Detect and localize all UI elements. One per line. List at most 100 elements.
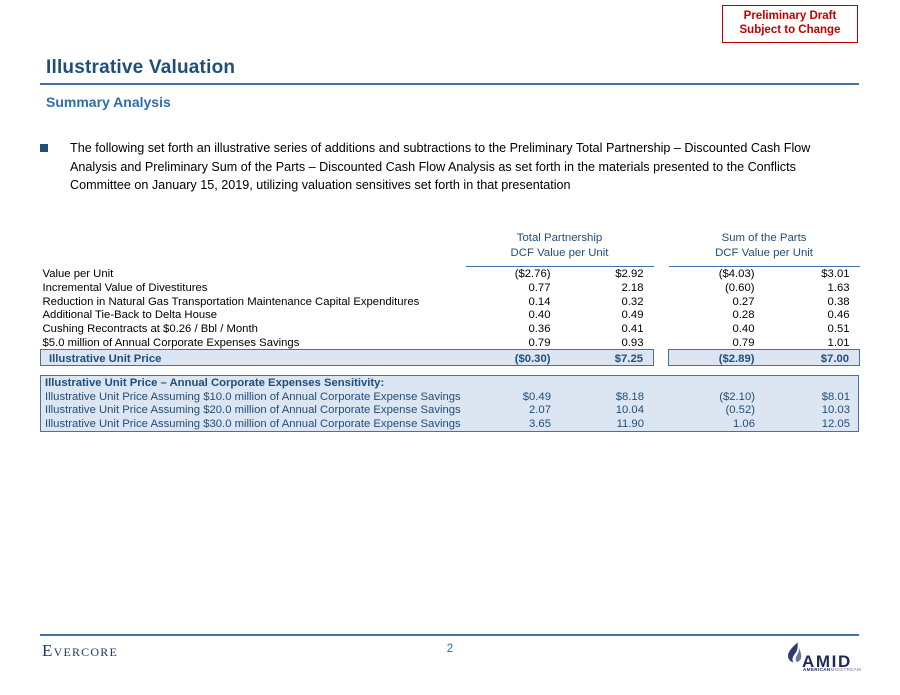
row-value: 10.03 xyxy=(821,404,850,417)
row-label: Reduction in Natural Gas Transportation … xyxy=(42,295,420,308)
total-row-label: Illustrative Unit Price xyxy=(40,348,466,366)
row-value: 10.04 xyxy=(615,404,644,417)
total-row-value: ($0.30) xyxy=(465,348,561,366)
amid-tagline-left: AMERICAN xyxy=(803,667,831,672)
total-row-value: $7.25 xyxy=(560,348,655,366)
header-gap xyxy=(654,231,669,263)
row-value: 0.27 xyxy=(732,295,755,308)
total-row-value: ($2.89) xyxy=(668,348,765,366)
group-rule-sum-of-parts xyxy=(668,262,860,267)
table-row: Additional Tie-Back to Delta House 0.40 … xyxy=(41,308,860,322)
row-value: 0.41 xyxy=(621,323,644,336)
row-gap xyxy=(654,403,669,417)
page-title: Illustrative Valuation xyxy=(46,57,236,78)
amid-tagline: AMERICANMIDSTREAM xyxy=(803,667,862,673)
row-gap xyxy=(654,308,669,322)
row-value: 0.28 xyxy=(732,309,755,322)
group-rule-total-partnership xyxy=(465,262,654,267)
row-value: 1.01 xyxy=(827,336,850,349)
sensitivity-table-container: Illustrative Unit Price – Annual Corpora… xyxy=(40,375,859,432)
preliminary-draft-stamp: Preliminary Draft Subject to Change xyxy=(722,5,858,43)
sensitivity-heading-row: Illustrative Unit Price – Annual Corpora… xyxy=(41,376,860,390)
amid-tagline-right: MIDSTREAM xyxy=(830,667,862,672)
row-value: 0.93 xyxy=(621,336,644,349)
group-header-total-partnership: Total Partnership DCF Value per Unit xyxy=(466,231,654,263)
row-value: 0.46 xyxy=(827,309,850,322)
sensitivity-row: Illustrative Unit Price Assuming $10.0 m… xyxy=(41,390,860,404)
total-row-value: $7.00 xyxy=(764,348,861,366)
group-header-rule-row xyxy=(41,262,860,267)
square-bullet-icon xyxy=(40,144,48,152)
page-number: 2 xyxy=(446,643,454,655)
row-value: 11.90 xyxy=(616,417,644,430)
row-value: 0.49 xyxy=(621,309,644,322)
table-row: Incremental Value of Divestitures 0.77 2… xyxy=(41,280,860,294)
sensitivity-row: Illustrative Unit Price Assuming $30.0 m… xyxy=(41,417,860,431)
footer-divider xyxy=(40,634,859,636)
sensitivity-heading: Illustrative Unit Price – Annual Corpora… xyxy=(45,376,385,389)
row-label: $5.0 million of Annual Corporate Expense… xyxy=(42,336,300,349)
row-value: 0.79 xyxy=(528,336,551,349)
row-gap xyxy=(654,321,669,335)
group-subtitle: DCF Value per Unit xyxy=(715,246,813,259)
row-gap xyxy=(654,294,669,308)
bullet-text: The following set forth an illustrative … xyxy=(70,141,811,192)
row-label: Additional Tie-Back to Delta House xyxy=(42,309,218,322)
row-value: ($4.03) xyxy=(718,268,755,281)
disclaimer-line-2: Subject to Change xyxy=(739,24,841,36)
row-value: 0.79 xyxy=(732,336,755,349)
table-row: Value per Unit ($2.76) $2.92 ($4.03) $3.… xyxy=(41,266,860,280)
row-value: 3.65 xyxy=(529,417,551,430)
row-value: 0.40 xyxy=(732,323,755,336)
sensitivity-table: Illustrative Unit Price – Annual Corpora… xyxy=(41,376,860,431)
row-label: Cushing Recontracts at $0.26 / Bbl / Mon… xyxy=(42,323,258,336)
row-value: 2.07 xyxy=(529,404,551,417)
row-label: Illustrative Unit Price Assuming $10.0 m… xyxy=(45,390,461,403)
amid-wordmark: AMID xyxy=(802,652,852,671)
row-gap xyxy=(654,266,669,280)
group-title: Total Partnership xyxy=(516,232,603,244)
row-value: 12.05 xyxy=(821,417,850,430)
title-divider xyxy=(40,83,859,85)
row-value: $8.18 xyxy=(615,390,644,403)
row-gap xyxy=(654,417,669,431)
row-value: $3.01 xyxy=(821,268,850,281)
row-label: Value per Unit xyxy=(42,268,114,281)
row-label: Incremental Value of Divestitures xyxy=(42,282,208,295)
row-gap xyxy=(654,335,669,349)
row-value: (0.52) xyxy=(725,404,755,417)
total-row-gap xyxy=(653,349,669,366)
amid-logo: AMID AMERICANMIDSTREAM xyxy=(786,640,862,676)
row-value: 2.18 xyxy=(621,282,644,295)
row-value: 0.51 xyxy=(827,323,850,336)
row-value: 0.14 xyxy=(528,295,551,308)
row-value: (0.60) xyxy=(725,282,755,295)
valuation-table-container: Total Partnership DCF Value per Unit Sum… xyxy=(40,231,861,366)
row-value: ($2.76) xyxy=(514,268,551,281)
bullet-paragraph: The following set forth an illustrative … xyxy=(40,139,850,195)
row-gap xyxy=(654,280,669,294)
table-row: Reduction in Natural Gas Transportation … xyxy=(41,294,860,308)
table-row: Cushing Recontracts at $0.26 / Bbl / Mon… xyxy=(41,321,860,335)
row-label: Illustrative Unit Price Assuming $30.0 m… xyxy=(45,417,461,430)
row-value: ($2.10) xyxy=(719,390,755,403)
flame-icon xyxy=(788,642,802,663)
sensitivity-row: Illustrative Unit Price Assuming $20.0 m… xyxy=(41,403,860,417)
row-gap xyxy=(654,390,669,404)
row-value: 0.77 xyxy=(528,282,551,295)
evercore-logo: Evercore xyxy=(42,641,118,660)
table-row: $5.0 million of Annual Corporate Expense… xyxy=(41,335,860,349)
table-total-row: Illustrative Unit Price ($0.30) $7.25 ($… xyxy=(40,348,861,366)
row-value: 0.38 xyxy=(827,295,850,308)
row-label: Illustrative Unit Price Assuming $20.0 m… xyxy=(45,404,461,417)
row-value: 1.63 xyxy=(827,282,850,295)
group-header-sum-of-parts: Sum of the Parts DCF Value per Unit xyxy=(669,231,860,263)
row-value: $8.01 xyxy=(821,390,850,403)
row-value: $2.92 xyxy=(615,268,644,281)
valuation-table: Total Partnership DCF Value per Unit Sum… xyxy=(40,231,861,366)
disclaimer-line-1: Preliminary Draft xyxy=(743,10,837,23)
header-spacer xyxy=(41,231,466,263)
group-title: Sum of the Parts xyxy=(721,232,807,244)
group-subtitle: DCF Value per Unit xyxy=(510,246,609,259)
row-value: $0.49 xyxy=(522,390,551,403)
